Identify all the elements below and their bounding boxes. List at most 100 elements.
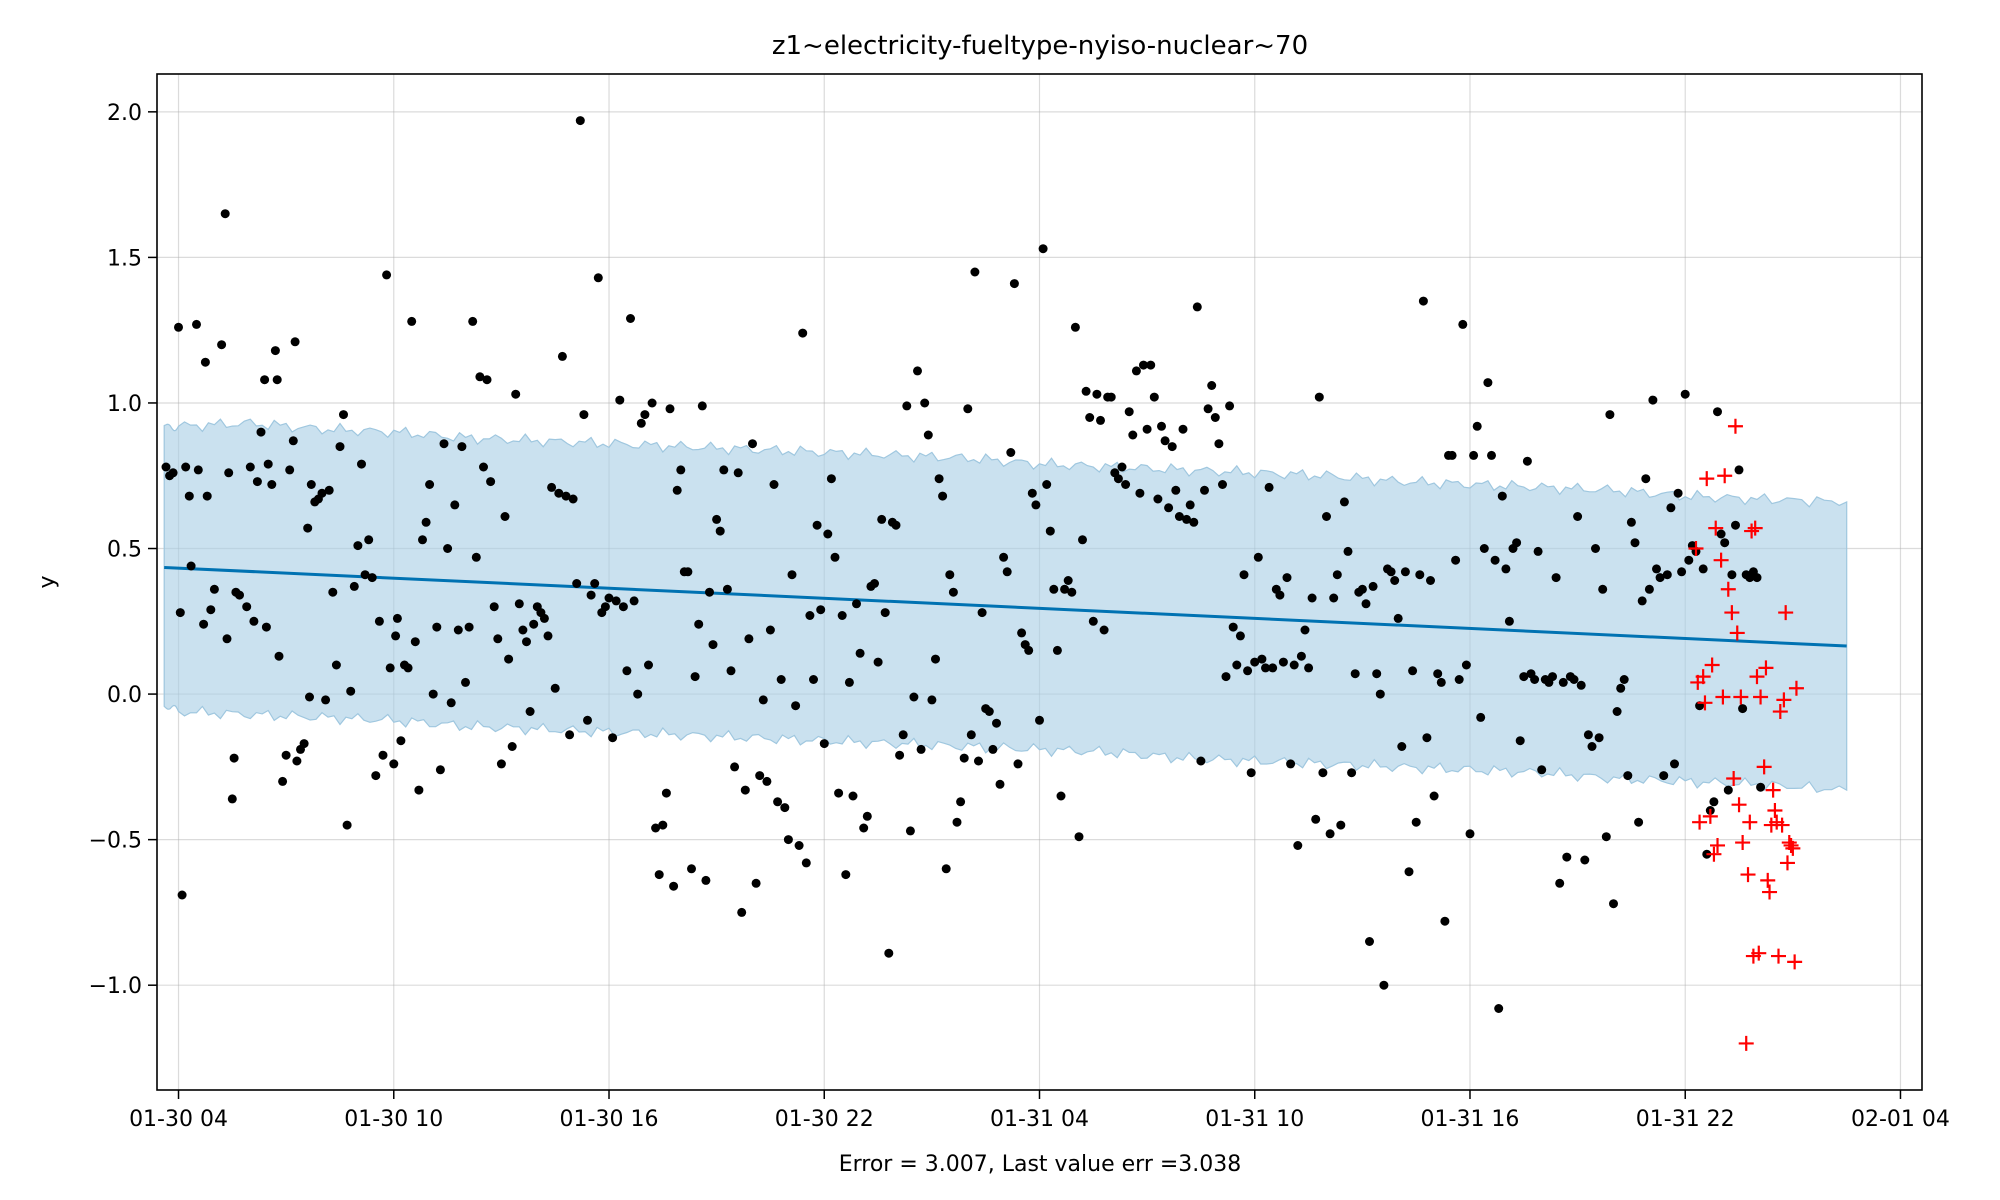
observed-point	[1185, 500, 1195, 510]
observed-point	[966, 730, 976, 740]
observed-point	[999, 552, 1009, 562]
observed-point	[479, 462, 488, 472]
observed-point	[629, 596, 639, 606]
observed-point	[1673, 488, 1683, 498]
observed-point	[988, 744, 998, 754]
observed-point	[945, 570, 955, 580]
observed-point	[1157, 421, 1166, 431]
observed-point	[948, 587, 958, 597]
observed-point	[181, 462, 191, 472]
observed-point	[730, 762, 740, 772]
observed-point	[1160, 436, 1170, 446]
observed-point	[407, 316, 417, 326]
observed-point	[579, 410, 589, 420]
observed-point	[1060, 584, 1070, 594]
observed-point	[1612, 707, 1622, 716]
observed-point	[830, 552, 840, 562]
observed-point	[708, 640, 718, 650]
observed-point	[751, 878, 761, 888]
observed-point	[1099, 625, 1109, 635]
actual-future-points	[1688, 418, 1804, 1051]
observed-point	[504, 654, 514, 664]
observed-point	[697, 401, 707, 411]
observed-point	[952, 817, 962, 827]
actual-future-point	[1788, 680, 1804, 696]
observed-point	[848, 791, 858, 801]
observed-point	[1454, 675, 1464, 684]
observed-point	[328, 587, 338, 597]
actual-future-point	[1744, 523, 1760, 539]
y-tick-label: 1.0	[107, 392, 142, 417]
observed-point	[615, 395, 625, 405]
observed-point	[823, 529, 833, 539]
observed-point	[514, 599, 524, 609]
observed-point	[626, 314, 635, 323]
observed-point	[410, 637, 420, 647]
observed-point	[1698, 564, 1708, 574]
x-tick-label: 01-31 22	[1636, 1107, 1735, 1132]
observed-point	[1497, 491, 1507, 501]
observed-point	[453, 625, 463, 635]
observed-point	[1117, 462, 1127, 472]
observed-point	[1178, 424, 1188, 434]
observed-point	[1483, 378, 1493, 388]
observed-point	[1289, 660, 1299, 670]
actual-future-point	[1688, 541, 1704, 557]
observed-point	[1300, 625, 1310, 635]
observed-point	[174, 322, 183, 332]
observed-point	[1042, 480, 1052, 489]
observed-point	[916, 744, 926, 754]
x-tick-label: 01-31 10	[1205, 1107, 1304, 1132]
x-axis-ticks: 01-30 04 01-30 10 01-30 16 01-30 22 01-31 04…	[129, 1090, 1950, 1132]
observed-point	[898, 730, 908, 740]
observed-point	[565, 730, 575, 740]
observed-point	[439, 439, 449, 449]
observed-point	[719, 465, 729, 475]
observed-point	[1479, 544, 1489, 553]
observed-point	[905, 826, 915, 836]
observed-point	[471, 552, 481, 562]
observed-point	[317, 488, 327, 498]
observed-point	[748, 439, 757, 449]
observed-point	[762, 776, 772, 786]
observed-point	[712, 514, 722, 524]
observed-point	[984, 707, 994, 716]
observed-point	[1451, 555, 1461, 565]
observed-point	[1709, 797, 1719, 807]
observed-point	[873, 657, 883, 667]
observed-point	[209, 584, 219, 594]
observed-point	[1580, 855, 1590, 865]
observed-point	[644, 660, 653, 670]
observed-point	[1031, 500, 1041, 510]
observed-point	[1641, 474, 1651, 484]
observed-point	[1264, 482, 1274, 492]
observed-point	[1418, 296, 1428, 306]
observed-point	[1601, 832, 1611, 842]
observed-point	[272, 375, 282, 385]
x-tick-label: 01-30 22	[775, 1107, 874, 1132]
observed-point	[1235, 631, 1245, 641]
observed-point	[418, 535, 427, 545]
observed-point	[1017, 628, 1027, 638]
observed-point	[1587, 742, 1597, 751]
observed-point	[1512, 538, 1522, 548]
observed-point	[575, 116, 585, 126]
actual-future-point	[1753, 689, 1769, 705]
observed-point	[1361, 599, 1371, 609]
observed-point	[1307, 593, 1317, 603]
observed-point	[1386, 567, 1396, 577]
observed-point	[1490, 555, 1500, 565]
observed-point	[1573, 512, 1583, 521]
observed-point	[1515, 736, 1525, 746]
observed-point	[1063, 576, 1073, 585]
actual-future-point	[1695, 669, 1711, 685]
observed-point	[288, 436, 298, 446]
observed-point	[1293, 841, 1303, 850]
actual-future-point	[1692, 814, 1708, 830]
observed-point	[396, 736, 406, 746]
observed-point	[941, 864, 951, 874]
observed-point	[186, 561, 196, 571]
observed-point	[1013, 759, 1023, 769]
observed-point	[364, 535, 374, 545]
observed-point	[1009, 279, 1019, 289]
